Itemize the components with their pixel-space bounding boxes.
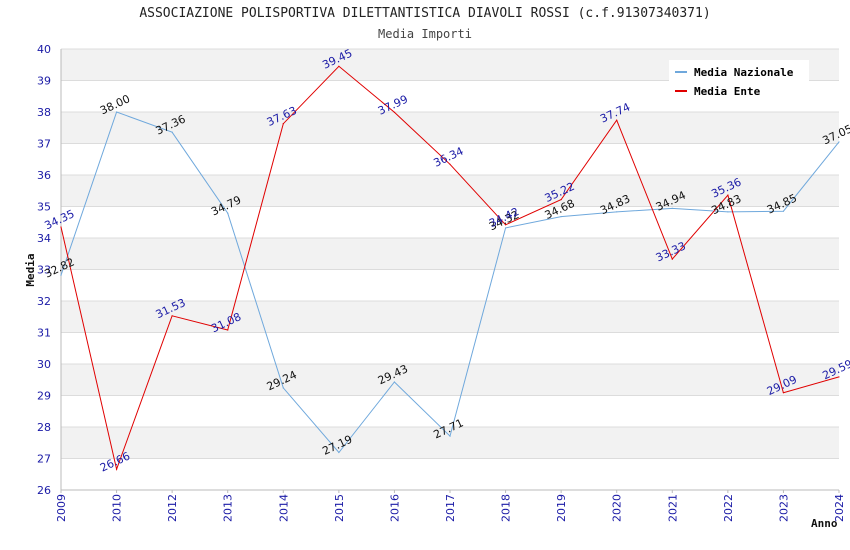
series-lines	[60, 65, 840, 471]
data-label: 36.34	[431, 145, 465, 170]
y-tick-label: 31	[37, 327, 51, 340]
data-point	[671, 258, 673, 260]
x-tick-label: 2015	[333, 494, 346, 522]
grid-band	[61, 175, 839, 207]
data-point	[560, 198, 562, 201]
y-tick-label: 32	[37, 295, 51, 308]
y-tick-label: 29	[37, 390, 51, 403]
legend: Media Nazionale Media Ente	[669, 60, 809, 102]
y-tick-label: 34	[37, 232, 51, 245]
x-tick-label: 2020	[611, 494, 624, 522]
x-tick-labels: 2009 2010 2012 2013 2014 2015 2016 2017 2018 2019…	[55, 490, 846, 522]
y-tick-labels: 26 27 28 29 30 31 32 33 34 35 36 37 38 39 40	[37, 43, 51, 497]
data-point	[393, 381, 396, 383]
data-point	[449, 435, 451, 437]
data-point	[338, 451, 340, 454]
data-point	[727, 194, 729, 196]
x-tick-label: 2019	[555, 494, 568, 522]
x-tick-label: 2014	[277, 494, 290, 522]
data-point	[616, 211, 618, 213]
x-tick-label: 2016	[388, 494, 401, 522]
grid-band	[61, 427, 839, 459]
data-point	[115, 468, 118, 470]
data-point	[282, 387, 284, 389]
y-tick-label: 30	[37, 358, 51, 371]
y-tick-label: 35	[37, 201, 51, 214]
x-tick-label: 2018	[500, 494, 513, 522]
chart-subtitle: Media Importi	[378, 27, 472, 41]
data-point	[227, 212, 229, 214]
chart-title: ASSOCIAZIONE POLISPORTIVA DILETTANTISTIC…	[139, 6, 711, 21]
data-point	[504, 227, 507, 229]
data-point	[227, 329, 229, 331]
legend-label: Media Nazionale	[694, 66, 794, 79]
data-point	[504, 224, 507, 226]
data-point	[727, 211, 729, 213]
data-point	[393, 111, 396, 113]
y-tick-label: 37	[37, 138, 51, 151]
data-point	[115, 111, 118, 113]
data-label: 32.82	[42, 255, 76, 280]
data-point	[782, 392, 785, 394]
x-tick-label: 2023	[777, 494, 790, 522]
x-tick-label: 2024	[833, 494, 846, 522]
y-tick-label: 39	[37, 75, 51, 88]
grid-band	[61, 238, 839, 270]
data-point	[60, 274, 62, 276]
x-tick-label: 2013	[222, 494, 235, 522]
data-point	[282, 123, 284, 125]
data-point	[60, 226, 62, 228]
y-tick-label: 26	[37, 484, 51, 497]
x-tick-label: 2017	[444, 494, 457, 522]
x-tick-label: 2009	[55, 494, 68, 522]
data-point	[338, 65, 340, 67]
legend-label: Media Ente	[694, 85, 761, 98]
grid-lines	[61, 48, 839, 491]
data-point	[449, 163, 451, 165]
data-point	[838, 141, 840, 143]
y-tick-label: 36	[37, 169, 51, 182]
y-tick-label: 27	[37, 453, 51, 466]
x-tick-label: 2012	[166, 494, 179, 522]
x-tick-label: 2010	[111, 494, 124, 522]
x-tick-label: 2022	[722, 494, 735, 522]
grid-bands	[61, 49, 839, 459]
data-point	[616, 119, 618, 121]
y-tick-label: 38	[37, 106, 51, 119]
grid-band	[61, 112, 839, 144]
data-point	[838, 376, 840, 378]
y-axis-label: Media	[24, 253, 37, 286]
y-tick-label: 28	[37, 421, 51, 434]
grid-band	[61, 364, 839, 396]
y-tick-label: 40	[37, 43, 51, 56]
legend-box	[669, 60, 809, 102]
data-point	[171, 131, 173, 133]
x-tick-label: 2021	[666, 494, 679, 522]
grid-band	[61, 301, 839, 333]
x-axis-label: Anno	[811, 517, 838, 530]
y-tick-label: 33	[37, 264, 51, 277]
data-point	[671, 207, 673, 209]
data-point	[171, 315, 173, 317]
data-point	[560, 215, 562, 218]
data-point	[782, 210, 785, 212]
